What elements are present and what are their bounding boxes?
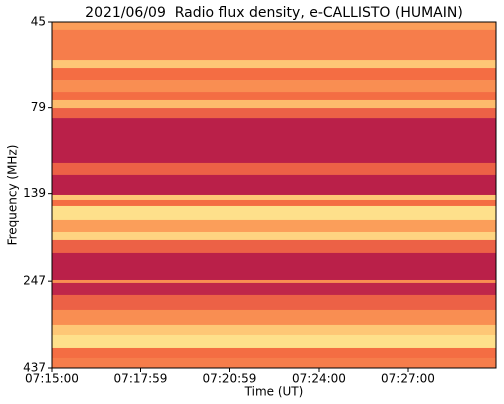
spectrum-band bbox=[52, 194, 496, 201]
y-axis-label: Frequency (MHz) bbox=[6, 145, 20, 246]
y-tick-label: 139 bbox=[23, 186, 46, 200]
spectrum-band bbox=[52, 199, 496, 207]
x-tick-label: 07:17:59 bbox=[114, 372, 168, 386]
spectrum-band bbox=[52, 334, 496, 349]
spectrum-band bbox=[52, 205, 496, 221]
spectrum-band bbox=[52, 92, 496, 101]
spectrum-band bbox=[52, 68, 496, 81]
y-tick-label: 45 bbox=[31, 15, 46, 29]
spectrum-band bbox=[52, 239, 496, 254]
spectrum-band bbox=[52, 347, 496, 359]
spectrum-band bbox=[52, 282, 496, 296]
x-tick-label: 07:27:00 bbox=[381, 372, 435, 386]
spectrum-band bbox=[52, 60, 496, 69]
y-tick-label: 79 bbox=[31, 100, 46, 114]
spectrum-band bbox=[52, 80, 496, 93]
plot-frame bbox=[51, 21, 497, 369]
spectrum-band bbox=[52, 294, 496, 311]
spectrum-band bbox=[52, 162, 496, 176]
spectrum-band bbox=[52, 174, 496, 196]
spectrum-band bbox=[52, 357, 496, 369]
y-tick-label: 437 bbox=[23, 361, 46, 375]
spectrum-band bbox=[52, 324, 496, 336]
plot-area bbox=[52, 22, 496, 369]
x-tick-label: 07:24:00 bbox=[292, 372, 346, 386]
spectrum-band bbox=[52, 219, 496, 233]
spectrum-band bbox=[52, 231, 496, 241]
x-axis-label: Time (UT) bbox=[244, 385, 304, 399]
spectrum-band bbox=[52, 118, 496, 164]
y-tick-label: 247 bbox=[23, 274, 46, 288]
spectrum-band bbox=[52, 99, 496, 109]
chart-title: 2021/06/09 Radio flux density, e-CALLIST… bbox=[85, 5, 463, 21]
spectrum-band bbox=[52, 309, 496, 326]
x-tick-label: 07:15:00 bbox=[25, 372, 79, 386]
spectrum-band bbox=[52, 22, 496, 31]
spectrum-band bbox=[52, 108, 496, 119]
spectrum-band bbox=[52, 252, 496, 281]
spectrum-band bbox=[52, 279, 496, 284]
x-tick-label: 07:20:59 bbox=[203, 372, 257, 386]
spectrum-band bbox=[52, 29, 496, 61]
